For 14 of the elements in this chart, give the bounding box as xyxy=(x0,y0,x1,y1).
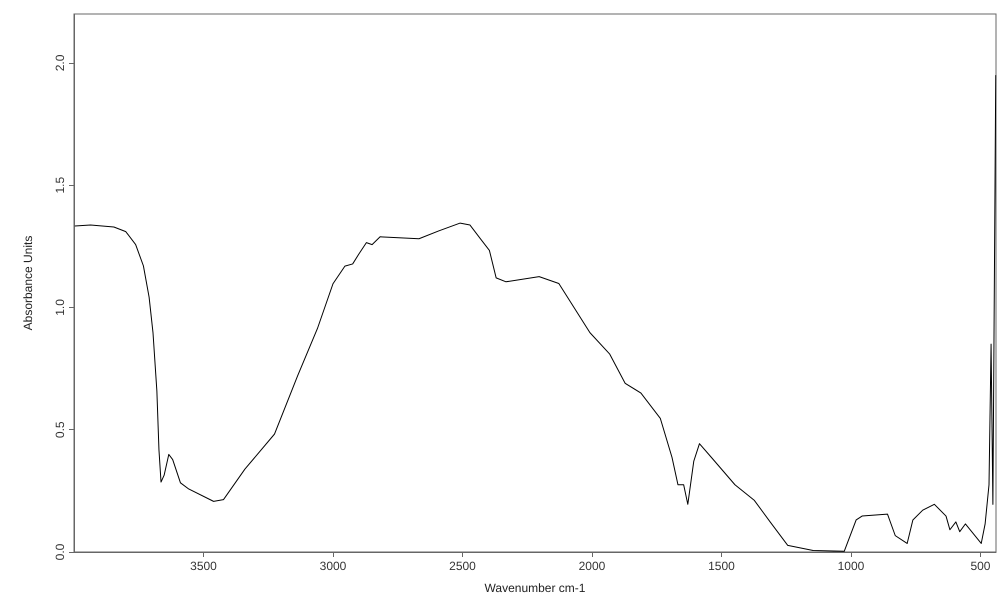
x-tick-label: 3000 xyxy=(320,559,347,573)
x-tick-label: 1500 xyxy=(708,559,736,573)
x-tick-label: 2000 xyxy=(578,559,606,573)
y-tick-label: 0.5 xyxy=(53,421,67,438)
y-tick-label: 0.0 xyxy=(53,543,67,560)
x-tick-label: 3500 xyxy=(190,559,218,573)
y-tick-label: 1.5 xyxy=(53,176,67,194)
x-axis-title: Wavenumber cm-1 xyxy=(484,581,586,595)
y-axis-title: Absorbance Units xyxy=(21,236,35,330)
y-tick-label: 2.0 xyxy=(53,54,67,72)
x-tick-label: 2500 xyxy=(449,559,476,573)
x-tick-label: 500 xyxy=(970,559,991,573)
x-tick-label: 1000 xyxy=(838,559,865,573)
y-tick-label: 1.0 xyxy=(53,298,67,316)
